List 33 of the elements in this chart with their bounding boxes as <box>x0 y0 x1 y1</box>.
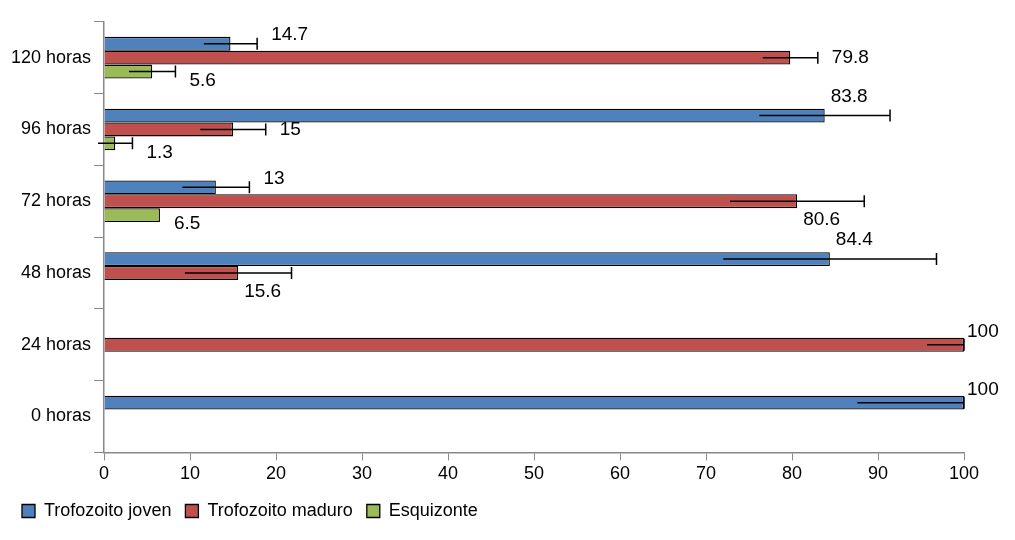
legend-label: Trofozoito joven <box>44 499 172 520</box>
x-tick-label: 40 <box>438 463 459 484</box>
y-tick-label: 120 horas <box>11 46 92 67</box>
y-tick-label: 24 horas <box>21 333 92 354</box>
y-tick-label: 72 horas <box>21 190 92 211</box>
x-tick-label: 10 <box>180 463 201 484</box>
legend-label: Trofozoito maduro <box>207 499 353 520</box>
x-tick-label: 70 <box>696 463 717 484</box>
y-tick-label: 0 horas <box>31 405 92 426</box>
x-tick-label: 80 <box>782 463 803 484</box>
y-tick-label: 96 horas <box>21 118 92 139</box>
data-label: 5.6 <box>189 68 216 90</box>
data-label: 80.6 <box>803 208 841 230</box>
data-label: 15 <box>279 117 301 139</box>
data-label: 6.5 <box>173 212 201 234</box>
legend-label: Esquizonte <box>388 499 478 520</box>
x-tick-label: 30 <box>352 463 373 484</box>
x-tick-label: 100 <box>948 463 980 484</box>
x-tick-label: 50 <box>524 463 545 484</box>
data-label: 83.8 <box>830 84 868 106</box>
data-label: 100 <box>967 377 999 399</box>
data-label: 13 <box>263 166 285 188</box>
x-tick-label: 20 <box>266 463 287 484</box>
x-tick-label: 60 <box>610 463 631 484</box>
data-label: 84.4 <box>835 228 874 250</box>
data-label: 14.7 <box>271 23 309 45</box>
data-label: 100 <box>967 319 999 341</box>
x-tick-label: 0 <box>99 463 110 484</box>
data-label: 15.6 <box>244 280 282 302</box>
data-label: 1.3 <box>146 140 173 162</box>
y-tick-label: 48 horas <box>21 261 92 282</box>
x-tick-label: 90 <box>867 463 889 484</box>
data-label: 79.8 <box>831 45 869 67</box>
